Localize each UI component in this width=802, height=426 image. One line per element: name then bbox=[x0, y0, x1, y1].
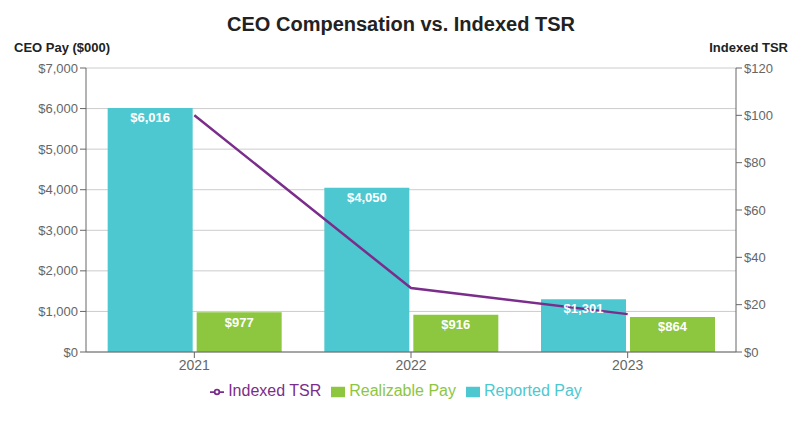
svg-text:$80: $80 bbox=[744, 155, 766, 170]
svg-text:2021: 2021 bbox=[179, 357, 210, 373]
svg-text:$6,000: $6,000 bbox=[38, 101, 78, 116]
svg-text:$1,301: $1,301 bbox=[564, 301, 604, 316]
svg-text:$1,000: $1,000 bbox=[38, 304, 78, 319]
svg-text:$40: $40 bbox=[744, 250, 766, 265]
svg-text:$2,000: $2,000 bbox=[38, 263, 78, 278]
html-text:Realizable Pay: Realizable Pay bbox=[349, 382, 456, 399]
svg-text:$4,050: $4,050 bbox=[347, 190, 387, 205]
svg-text:$100: $100 bbox=[744, 108, 773, 123]
svg-text:$916: $916 bbox=[441, 317, 470, 332]
svg-text:2022: 2022 bbox=[395, 357, 426, 373]
svg-text:$0: $0 bbox=[744, 345, 758, 360]
html-text:Reported Pay: Reported Pay bbox=[484, 382, 582, 399]
html-text:Indexed TSR: Indexed TSR bbox=[228, 382, 322, 399]
svg-text:$60: $60 bbox=[744, 203, 766, 218]
html-text:CEO Compensation vs. Indexed T: CEO Compensation vs. Indexed TSR bbox=[227, 13, 575, 35]
svg-text:$5,000: $5,000 bbox=[38, 142, 78, 157]
svg-text:2023: 2023 bbox=[612, 357, 643, 373]
svg-text:$977: $977 bbox=[225, 315, 254, 330]
svg-text:$120: $120 bbox=[744, 61, 773, 76]
svg-text:$20: $20 bbox=[744, 297, 766, 312]
svg-text:$6,016: $6,016 bbox=[130, 110, 170, 125]
html-text:Indexed TSR: Indexed TSR bbox=[709, 40, 788, 55]
svg-text:$864: $864 bbox=[658, 319, 688, 334]
html-text:CEO Pay ($000): CEO Pay ($000) bbox=[14, 40, 111, 55]
svg-text:$7,000: $7,000 bbox=[38, 61, 78, 76]
svg-text:$0: $0 bbox=[64, 345, 78, 360]
svg-text:$3,000: $3,000 bbox=[38, 223, 78, 238]
svg-text:$4,000: $4,000 bbox=[38, 182, 78, 197]
